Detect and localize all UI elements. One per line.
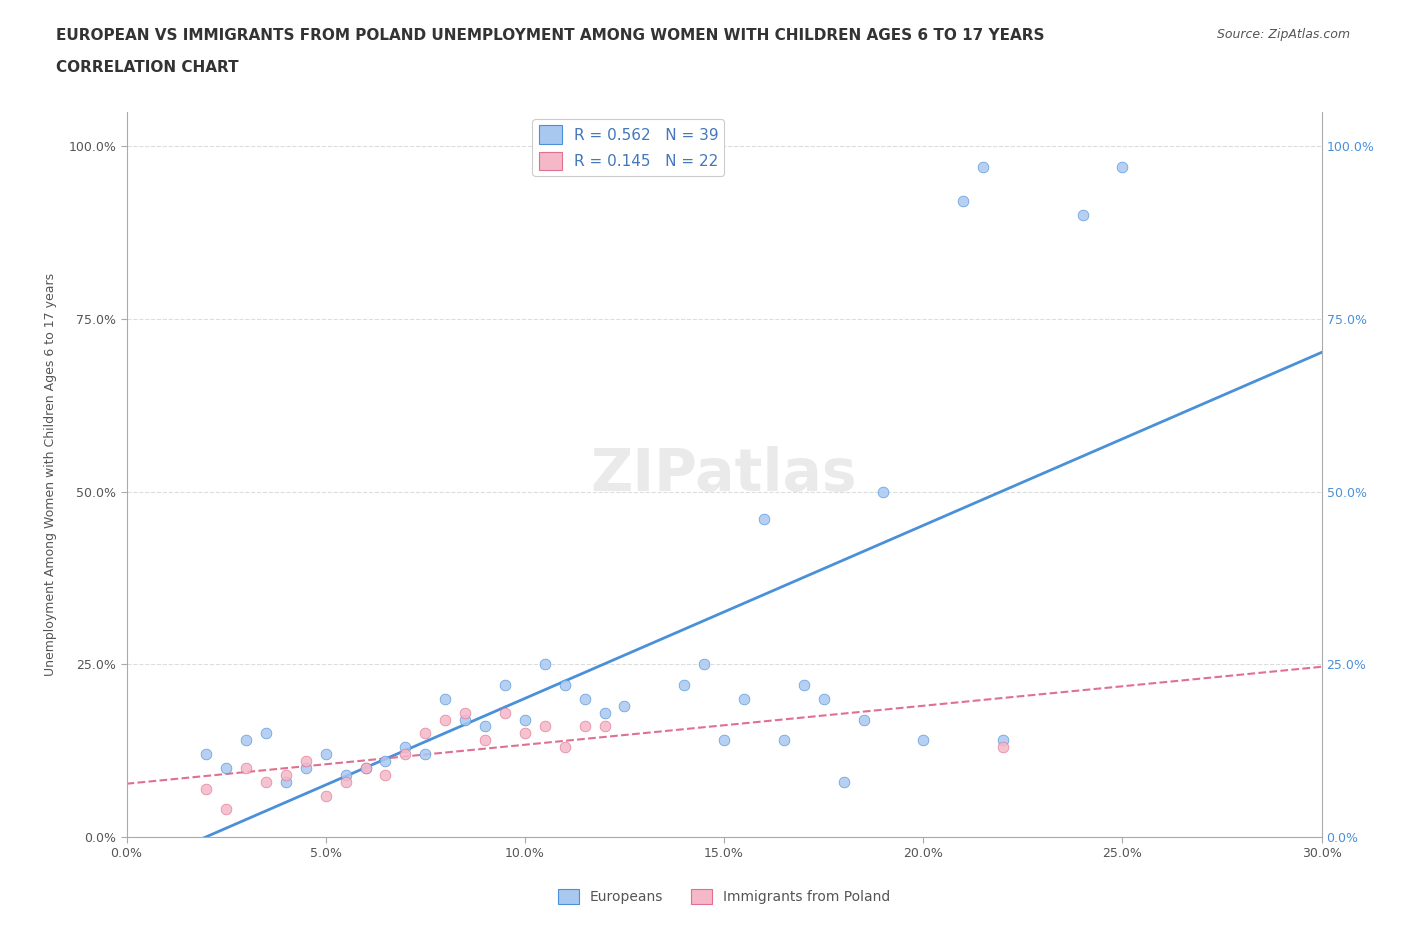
Point bbox=[574, 691, 596, 706]
Point bbox=[215, 802, 238, 817]
Point bbox=[912, 733, 935, 748]
Point bbox=[991, 739, 1014, 754]
Point bbox=[254, 726, 277, 741]
Text: EUROPEAN VS IMMIGRANTS FROM POLAND UNEMPLOYMENT AMONG WOMEN WITH CHILDREN AGES 6: EUROPEAN VS IMMIGRANTS FROM POLAND UNEMP… bbox=[56, 28, 1045, 43]
Point bbox=[434, 691, 457, 706]
Point bbox=[354, 761, 377, 776]
Point bbox=[215, 761, 238, 776]
Point bbox=[294, 761, 316, 776]
Point bbox=[474, 733, 496, 748]
Point bbox=[1111, 159, 1133, 174]
Point bbox=[374, 753, 396, 768]
Point bbox=[533, 719, 555, 734]
Point bbox=[554, 678, 576, 693]
Point bbox=[195, 781, 218, 796]
Point bbox=[852, 712, 875, 727]
Point bbox=[952, 194, 974, 209]
Point bbox=[991, 733, 1014, 748]
Point bbox=[513, 712, 536, 727]
Point bbox=[872, 485, 894, 499]
Point bbox=[593, 705, 616, 720]
Point bbox=[813, 691, 835, 706]
Point bbox=[773, 733, 796, 748]
Point bbox=[413, 747, 436, 762]
Point bbox=[274, 775, 297, 790]
Point bbox=[693, 657, 716, 671]
Point bbox=[394, 739, 416, 754]
Point bbox=[733, 691, 755, 706]
Text: Source: ZipAtlas.com: Source: ZipAtlas.com bbox=[1216, 28, 1350, 41]
Point bbox=[474, 719, 496, 734]
Point bbox=[593, 719, 616, 734]
Point bbox=[235, 733, 257, 748]
Point bbox=[554, 739, 576, 754]
Point bbox=[374, 767, 396, 782]
Point bbox=[1071, 207, 1094, 222]
Legend: Europeans, Immigrants from Poland: Europeans, Immigrants from Poland bbox=[553, 884, 896, 910]
Point bbox=[335, 767, 357, 782]
Text: ZIPatlas: ZIPatlas bbox=[591, 445, 858, 503]
Point bbox=[832, 775, 855, 790]
Point bbox=[533, 657, 555, 671]
Point bbox=[274, 767, 297, 782]
Point bbox=[195, 747, 218, 762]
Point bbox=[235, 761, 257, 776]
Point bbox=[574, 719, 596, 734]
Point bbox=[513, 726, 536, 741]
Point bbox=[793, 678, 815, 693]
Point bbox=[454, 705, 477, 720]
Point bbox=[354, 761, 377, 776]
Point bbox=[713, 733, 735, 748]
Point bbox=[294, 753, 316, 768]
Point bbox=[454, 712, 477, 727]
Point bbox=[494, 678, 516, 693]
Point bbox=[613, 698, 636, 713]
Point bbox=[673, 678, 696, 693]
Point bbox=[972, 159, 994, 174]
Point bbox=[413, 726, 436, 741]
Point bbox=[335, 775, 357, 790]
Point bbox=[434, 712, 457, 727]
Point bbox=[254, 775, 277, 790]
Point bbox=[315, 747, 337, 762]
Point bbox=[394, 747, 416, 762]
Point bbox=[752, 512, 775, 526]
Y-axis label: Unemployment Among Women with Children Ages 6 to 17 years: Unemployment Among Women with Children A… bbox=[44, 272, 58, 676]
Point bbox=[494, 705, 516, 720]
Text: CORRELATION CHART: CORRELATION CHART bbox=[56, 60, 239, 75]
Point bbox=[315, 788, 337, 803]
